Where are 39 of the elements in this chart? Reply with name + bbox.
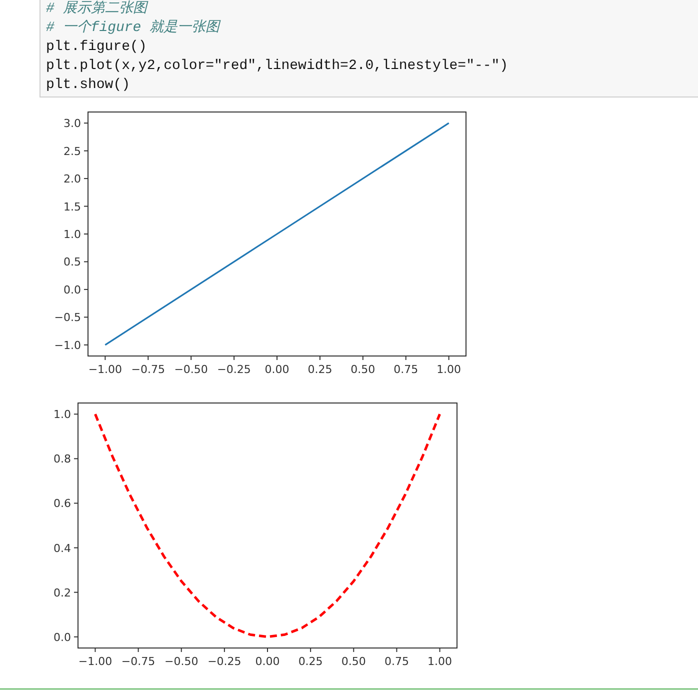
x-tick-label: −0.50	[164, 655, 198, 668]
y-tick-label: 0.0	[64, 283, 81, 296]
y-tick-label: 2.0	[64, 172, 81, 186]
x-tick-label: −1.00	[78, 655, 112, 668]
text: # 展示第二张图	[46, 0, 149, 17]
y-tick-label: −0.5	[54, 311, 81, 324]
y-tick-label: 0.4	[54, 542, 71, 555]
x-tick-label: 0.50	[350, 363, 376, 376]
text: # 一个figure 就是一张图	[46, 19, 222, 36]
x-tick-label: 0.25	[298, 655, 323, 668]
y-tick-label: 1.5	[64, 200, 81, 214]
x-tick-label: 0.00	[264, 363, 290, 376]
x-tick-label: −0.25	[217, 363, 251, 376]
x-tick-label: −0.75	[121, 655, 156, 668]
y-tick-label: 0.8	[54, 452, 71, 466]
x-tick-label: −0.25	[208, 655, 242, 668]
x-tick-label: 0.50	[341, 655, 366, 668]
x-tick-label: 0.75	[384, 655, 409, 668]
x-tick-label: 1.00	[436, 363, 462, 376]
text: plt.show()	[46, 77, 130, 93]
y-tick-label: 1.0	[54, 408, 71, 422]
y-tick-label: 0.5	[64, 256, 81, 269]
x-tick-label: 0.75	[394, 363, 418, 376]
y-tick-label: 0.2	[54, 586, 71, 600]
y-tick-label: 1.0	[64, 228, 81, 241]
x-tick-label: −1.00	[88, 363, 122, 376]
x-tick-label: −0.50	[174, 363, 208, 376]
line-series	[94, 412, 442, 638]
x-tick-label: −0.75	[131, 363, 165, 376]
x-tick-label: 0.00	[255, 655, 280, 668]
x-tick-label: 0.25	[308, 363, 332, 376]
y-tick-label: 0.0	[54, 630, 71, 644]
text: plt.plot(x,y2,color="red",linewidth=2.0,linestyle="--")	[46, 58, 508, 74]
y-tick-label: −1.0	[54, 338, 81, 352]
y-tick-label: 3.0	[64, 117, 81, 130]
text: plt.figure()	[46, 39, 147, 55]
y-tick-label: 0.6	[54, 497, 71, 510]
x-tick-label: 1.00	[428, 655, 452, 668]
y-tick-label: 2.5	[64, 144, 81, 158]
